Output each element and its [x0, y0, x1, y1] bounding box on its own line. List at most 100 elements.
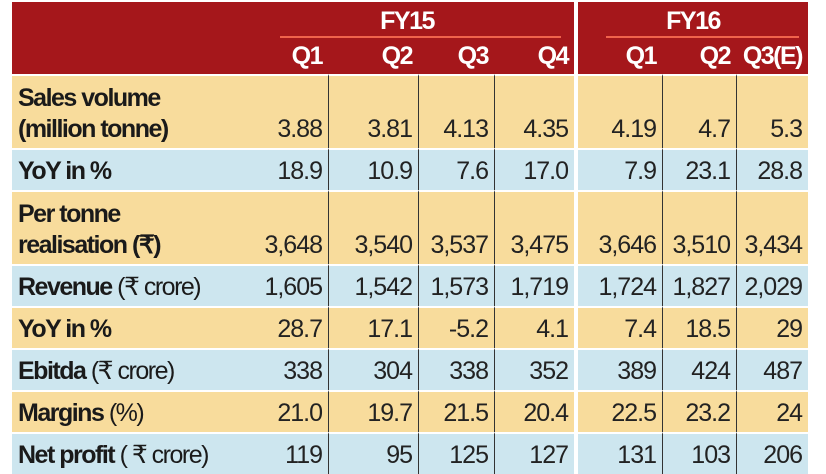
metric-unit: realisation (₹): [18, 231, 162, 259]
quarter-header: Q1: [578, 38, 663, 74]
group-gap: [574, 38, 579, 74]
value-cell: 21.0: [240, 390, 328, 432]
group-gap: [574, 74, 579, 148]
quarter-header: Q3: [418, 38, 494, 74]
metric-name: YoY in %: [18, 157, 112, 185]
value-cell: 1,573: [418, 264, 494, 306]
table-row: YoY in % 18.9 10.9 7.6 17.0 7.9 23.1 28.8: [12, 148, 809, 190]
value-cell: 3,537: [418, 190, 494, 264]
value-cell: 20.4: [494, 390, 575, 432]
quarter-header: Q1: [240, 38, 328, 74]
value-cell: 5.3: [736, 74, 809, 148]
value-cell: 424: [662, 348, 737, 390]
metric-name: Ebitda: [18, 357, 87, 385]
value-cell: 103: [662, 432, 737, 474]
table-row: Per tonne realisation (₹) 3,648 3,540 3,537 3…: [12, 190, 809, 264]
value-cell: 3,434: [736, 190, 809, 264]
value-cell: 3.88: [240, 74, 328, 148]
quarter-header: Q2: [662, 38, 737, 74]
value-cell: 2,029: [736, 264, 809, 306]
row-label: Net profit ( ₹ crore): [12, 432, 240, 474]
group-gap: [574, 264, 579, 306]
group-gap: [574, 348, 579, 390]
metric-name: Revenue: [18, 273, 113, 301]
metric-unit: ( ₹ crore): [119, 441, 210, 469]
value-cell: 487: [736, 348, 809, 390]
table-row: Ebitda (₹ crore) 338 304 338 352 389 424 487: [12, 348, 809, 390]
value-cell: 127: [494, 432, 575, 474]
value-cell: 1,724: [578, 264, 663, 306]
row-label: Margins (%): [12, 390, 240, 432]
value-cell: 18.5: [662, 306, 737, 348]
value-cell: 4.19: [578, 74, 663, 148]
group-header-fy16: FY16: [578, 2, 809, 38]
metric-name: YoY in %: [18, 315, 112, 343]
value-cell: 17.0: [494, 148, 575, 190]
value-cell: 7.6: [418, 148, 494, 190]
value-cell: 29: [736, 306, 809, 348]
value-cell: 4.35: [494, 74, 575, 148]
row-label: Ebitda (₹ crore): [12, 348, 240, 390]
table-row: Sales volume (million tonne) 3.88 3.81 4.13 4…: [12, 74, 809, 148]
group-label: FY16: [666, 7, 721, 35]
metric-unit: (₹ crore): [90, 357, 175, 385]
group-gap: [574, 432, 579, 474]
value-cell: 28.7: [240, 306, 328, 348]
row-label: YoY in %: [12, 148, 240, 190]
metric-unit: (₹ crore): [117, 273, 201, 301]
value-cell: 119: [240, 432, 328, 474]
quarter-header: Q4: [494, 38, 575, 74]
header-blank: [12, 38, 240, 74]
table-row: Net profit ( ₹ crore) 119 95 125 127 131 103 20…: [12, 432, 809, 474]
value-cell: 3,540: [328, 190, 418, 264]
value-cell: -5.2: [418, 306, 494, 348]
value-cell: 95: [328, 432, 418, 474]
value-cell: 1,719: [494, 264, 575, 306]
group-gap: [574, 148, 579, 190]
group-header-fy15: FY15: [240, 2, 575, 38]
group-gap: [574, 190, 579, 264]
value-cell: 304: [328, 348, 418, 390]
value-cell: 206: [736, 432, 809, 474]
metric-unit: (%): [108, 399, 145, 427]
row-label: Sales volume (million tonne): [12, 74, 240, 148]
quarter-header: Q3(E): [736, 38, 809, 74]
quarter-header: Q2: [328, 38, 418, 74]
metric-name: Per tonne: [18, 200, 121, 228]
metric-name: Sales volume: [18, 84, 161, 112]
value-cell: 4.13: [418, 74, 494, 148]
metric-unit: (million tonne): [18, 115, 169, 143]
row-label: Per tonne realisation (₹): [12, 190, 240, 264]
value-cell: 3,510: [662, 190, 737, 264]
value-cell: 24: [736, 390, 809, 432]
value-cell: 7.4: [578, 306, 663, 348]
value-cell: 23.2: [662, 390, 737, 432]
value-cell: 3,646: [578, 190, 663, 264]
value-cell: 7.9: [578, 148, 663, 190]
header-blank: [12, 2, 240, 38]
row-label: YoY in %: [12, 306, 240, 348]
value-cell: 338: [240, 348, 328, 390]
value-cell: 22.5: [578, 390, 663, 432]
financials-table: FY15 FY16 Q1 Q2 Q3 Q4 Q1 Q2 Q3(E) Sales volume…: [12, 2, 809, 474]
value-cell: 28.8: [736, 148, 809, 190]
value-cell: 10.9: [328, 148, 418, 190]
group-gap: [574, 306, 579, 348]
metric-name: Margins: [18, 399, 105, 427]
value-cell: 4.1: [494, 306, 575, 348]
value-cell: 1,542: [328, 264, 418, 306]
table-row: Revenue (₹ crore) 1,605 1,542 1,573 1,719 1,7…: [12, 264, 809, 306]
value-cell: 3,648: [240, 190, 328, 264]
group-label: FY15: [380, 7, 435, 35]
value-cell: 4.7: [662, 74, 737, 148]
value-cell: 352: [494, 348, 575, 390]
value-cell: 18.9: [240, 148, 328, 190]
value-cell: 21.5: [418, 390, 494, 432]
value-cell: 1,605: [240, 264, 328, 306]
value-cell: 131: [578, 432, 663, 474]
group-gap: [574, 390, 579, 432]
group-gap: [574, 2, 579, 38]
value-cell: 125: [418, 432, 494, 474]
value-cell: 338: [418, 348, 494, 390]
value-cell: 3.81: [328, 74, 418, 148]
